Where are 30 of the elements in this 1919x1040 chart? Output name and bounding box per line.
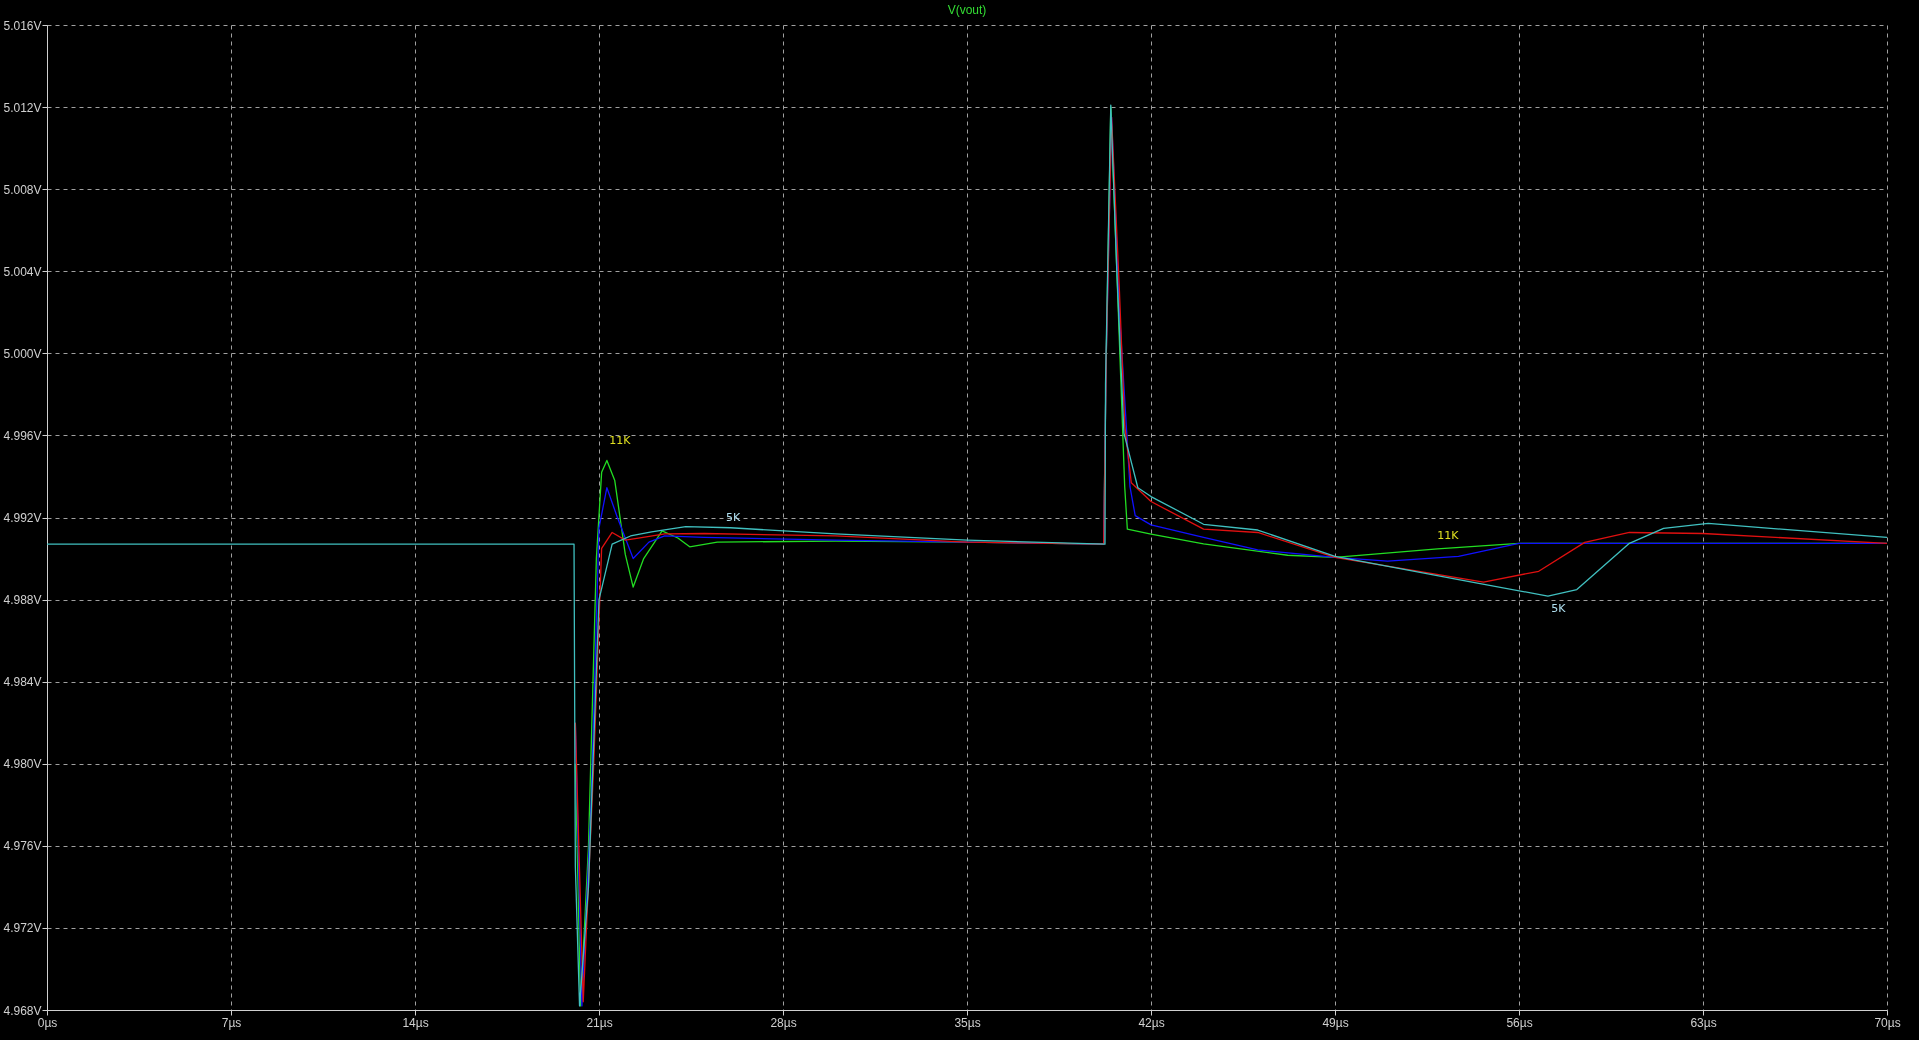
y-tick-label: 4.968V (3, 1003, 42, 1018)
y-tick-label: 4.980V (3, 757, 42, 772)
annotation: 11K (609, 433, 632, 447)
x-tick-label: 35µs (954, 1015, 981, 1030)
y-tick-label: 5.004V (3, 264, 42, 279)
x-tick-label: 56µs (1506, 1015, 1533, 1030)
annotation: 5K (726, 510, 742, 524)
x-tick-label: 21µs (586, 1015, 613, 1030)
x-tick-label: 42µs (1138, 1015, 1165, 1030)
line-series (47, 104, 1887, 1007)
x-tick-label: 28µs (770, 1015, 797, 1030)
annotation: 5K (1551, 601, 1567, 615)
x-tick-label: 63µs (1690, 1015, 1717, 1030)
x-tick-label: 7µs (221, 1015, 242, 1030)
y-tick-label: 4.992V (3, 511, 42, 525)
x-tick-label: 0µs (37, 1015, 58, 1030)
y-tick-label: 5.016V (3, 18, 42, 33)
y-tick-label: 4.972V (3, 921, 42, 936)
y-tick-label: 5.012V (3, 100, 42, 115)
y-tick-label: 4.976V (3, 839, 42, 854)
annotation: 11K (1437, 529, 1460, 543)
y-tick-label: 4.996V (3, 428, 42, 443)
y-tick-label: 5.000V (3, 346, 42, 361)
y-tick-label: 5.008V (3, 182, 42, 197)
y-tick-label: 4.988V (3, 593, 42, 608)
y-tick-label: 4.984V (3, 675, 42, 690)
chart-title: V(vout) (947, 3, 987, 17)
x-tick-label: 70µs (1874, 1015, 1901, 1030)
x-tick-label: 14µs (402, 1015, 429, 1030)
x-tick-label: 49µs (1322, 1015, 1349, 1030)
